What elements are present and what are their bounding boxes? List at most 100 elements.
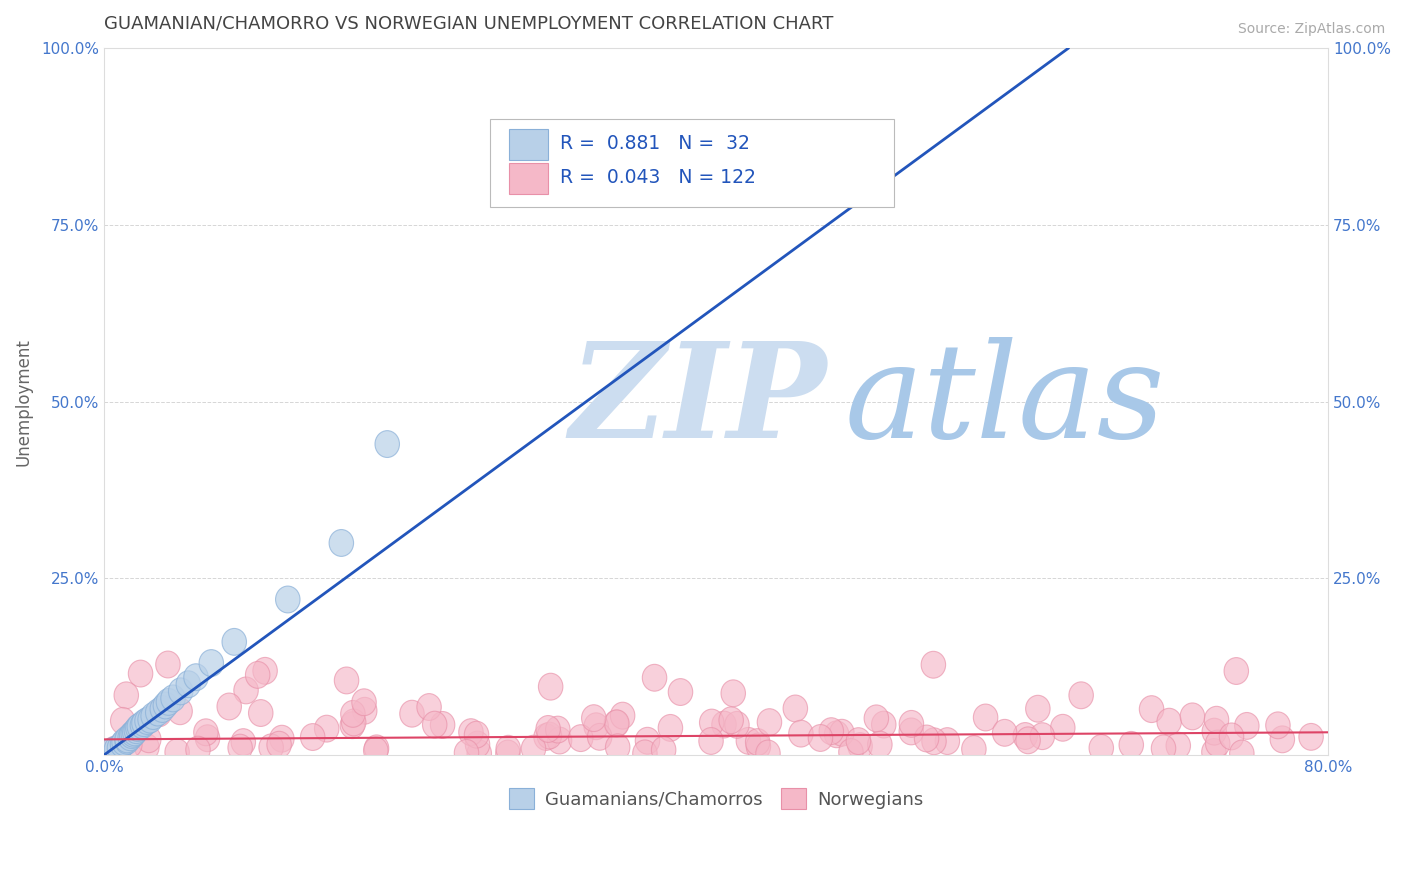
Ellipse shape bbox=[935, 728, 959, 755]
Ellipse shape bbox=[233, 677, 259, 704]
Ellipse shape bbox=[872, 711, 896, 738]
Ellipse shape bbox=[454, 739, 478, 766]
Ellipse shape bbox=[301, 723, 325, 750]
Ellipse shape bbox=[167, 698, 193, 724]
Y-axis label: Unemployment: Unemployment bbox=[15, 338, 32, 466]
Text: GUAMANIAN/CHAMORRO VS NORWEGIAN UNEMPLOYMENT CORRELATION CHART: GUAMANIAN/CHAMORRO VS NORWEGIAN UNEMPLOY… bbox=[104, 15, 834, 33]
Ellipse shape bbox=[416, 694, 441, 721]
Ellipse shape bbox=[737, 728, 761, 755]
Ellipse shape bbox=[364, 737, 388, 764]
Ellipse shape bbox=[1017, 727, 1040, 754]
Ellipse shape bbox=[118, 723, 142, 751]
Ellipse shape bbox=[1230, 740, 1254, 767]
Ellipse shape bbox=[537, 723, 561, 749]
Ellipse shape bbox=[808, 724, 832, 751]
Ellipse shape bbox=[868, 731, 893, 758]
Ellipse shape bbox=[643, 665, 666, 691]
FancyBboxPatch shape bbox=[509, 163, 548, 194]
Ellipse shape bbox=[783, 695, 807, 722]
Ellipse shape bbox=[914, 725, 939, 752]
Ellipse shape bbox=[422, 711, 447, 738]
Ellipse shape bbox=[846, 728, 870, 755]
Ellipse shape bbox=[1152, 735, 1175, 762]
Ellipse shape bbox=[496, 735, 520, 762]
Ellipse shape bbox=[430, 712, 454, 739]
Ellipse shape bbox=[900, 710, 924, 738]
Ellipse shape bbox=[1202, 718, 1226, 745]
Ellipse shape bbox=[1119, 731, 1143, 758]
Ellipse shape bbox=[329, 530, 353, 557]
Ellipse shape bbox=[582, 705, 606, 731]
Ellipse shape bbox=[335, 667, 359, 694]
Ellipse shape bbox=[148, 700, 172, 727]
Ellipse shape bbox=[121, 720, 145, 747]
Ellipse shape bbox=[1050, 714, 1076, 741]
Ellipse shape bbox=[922, 728, 946, 755]
Ellipse shape bbox=[110, 731, 135, 757]
Ellipse shape bbox=[1166, 732, 1191, 759]
Ellipse shape bbox=[1205, 730, 1230, 757]
Ellipse shape bbox=[700, 709, 724, 736]
Ellipse shape bbox=[534, 723, 558, 750]
Ellipse shape bbox=[342, 709, 366, 736]
Ellipse shape bbox=[745, 729, 770, 756]
Ellipse shape bbox=[340, 712, 364, 739]
Ellipse shape bbox=[464, 722, 489, 748]
Text: R =  0.881   N =  32: R = 0.881 N = 32 bbox=[560, 135, 749, 153]
Ellipse shape bbox=[115, 726, 139, 753]
Ellipse shape bbox=[104, 736, 129, 763]
Ellipse shape bbox=[249, 699, 273, 726]
Ellipse shape bbox=[114, 681, 139, 709]
Text: Source: ZipAtlas.com: Source: ZipAtlas.com bbox=[1237, 22, 1385, 37]
Ellipse shape bbox=[898, 718, 924, 745]
Ellipse shape bbox=[1180, 703, 1205, 730]
Ellipse shape bbox=[195, 725, 219, 752]
FancyBboxPatch shape bbox=[489, 120, 894, 208]
Ellipse shape bbox=[633, 740, 657, 767]
Ellipse shape bbox=[699, 728, 723, 755]
Ellipse shape bbox=[127, 714, 152, 740]
Ellipse shape bbox=[1012, 723, 1038, 749]
Ellipse shape bbox=[1031, 723, 1054, 749]
Ellipse shape bbox=[115, 727, 139, 755]
Ellipse shape bbox=[1025, 695, 1050, 723]
Ellipse shape bbox=[921, 651, 946, 678]
Ellipse shape bbox=[668, 679, 693, 706]
Ellipse shape bbox=[112, 729, 136, 756]
Ellipse shape bbox=[186, 736, 211, 763]
Ellipse shape bbox=[458, 719, 484, 746]
Ellipse shape bbox=[128, 660, 153, 687]
Ellipse shape bbox=[125, 714, 150, 741]
Ellipse shape bbox=[496, 740, 520, 767]
Ellipse shape bbox=[588, 723, 612, 750]
Ellipse shape bbox=[1270, 726, 1295, 753]
Ellipse shape bbox=[276, 586, 299, 613]
Ellipse shape bbox=[605, 710, 628, 737]
Legend: Guamanians/Chamorros, Norwegians: Guamanians/Chamorros, Norwegians bbox=[502, 781, 931, 816]
Ellipse shape bbox=[136, 726, 162, 753]
Ellipse shape bbox=[1157, 708, 1181, 735]
Ellipse shape bbox=[839, 739, 863, 765]
Ellipse shape bbox=[820, 718, 844, 745]
Ellipse shape bbox=[1069, 681, 1094, 709]
Ellipse shape bbox=[135, 734, 159, 761]
Ellipse shape bbox=[547, 727, 572, 754]
Ellipse shape bbox=[658, 714, 683, 741]
Text: R =  0.043   N = 122: R = 0.043 N = 122 bbox=[560, 169, 755, 187]
Ellipse shape bbox=[122, 719, 148, 746]
Ellipse shape bbox=[217, 693, 242, 720]
Ellipse shape bbox=[1234, 713, 1258, 739]
Ellipse shape bbox=[228, 734, 253, 761]
Ellipse shape bbox=[711, 711, 737, 738]
Ellipse shape bbox=[1219, 723, 1244, 750]
Ellipse shape bbox=[107, 734, 132, 761]
Ellipse shape bbox=[848, 732, 872, 760]
Ellipse shape bbox=[1299, 723, 1323, 750]
Ellipse shape bbox=[758, 709, 782, 736]
Ellipse shape bbox=[747, 733, 770, 760]
Ellipse shape bbox=[606, 734, 630, 761]
Ellipse shape bbox=[973, 704, 998, 731]
Ellipse shape bbox=[865, 705, 889, 731]
Ellipse shape bbox=[352, 689, 377, 715]
Ellipse shape bbox=[246, 662, 270, 689]
